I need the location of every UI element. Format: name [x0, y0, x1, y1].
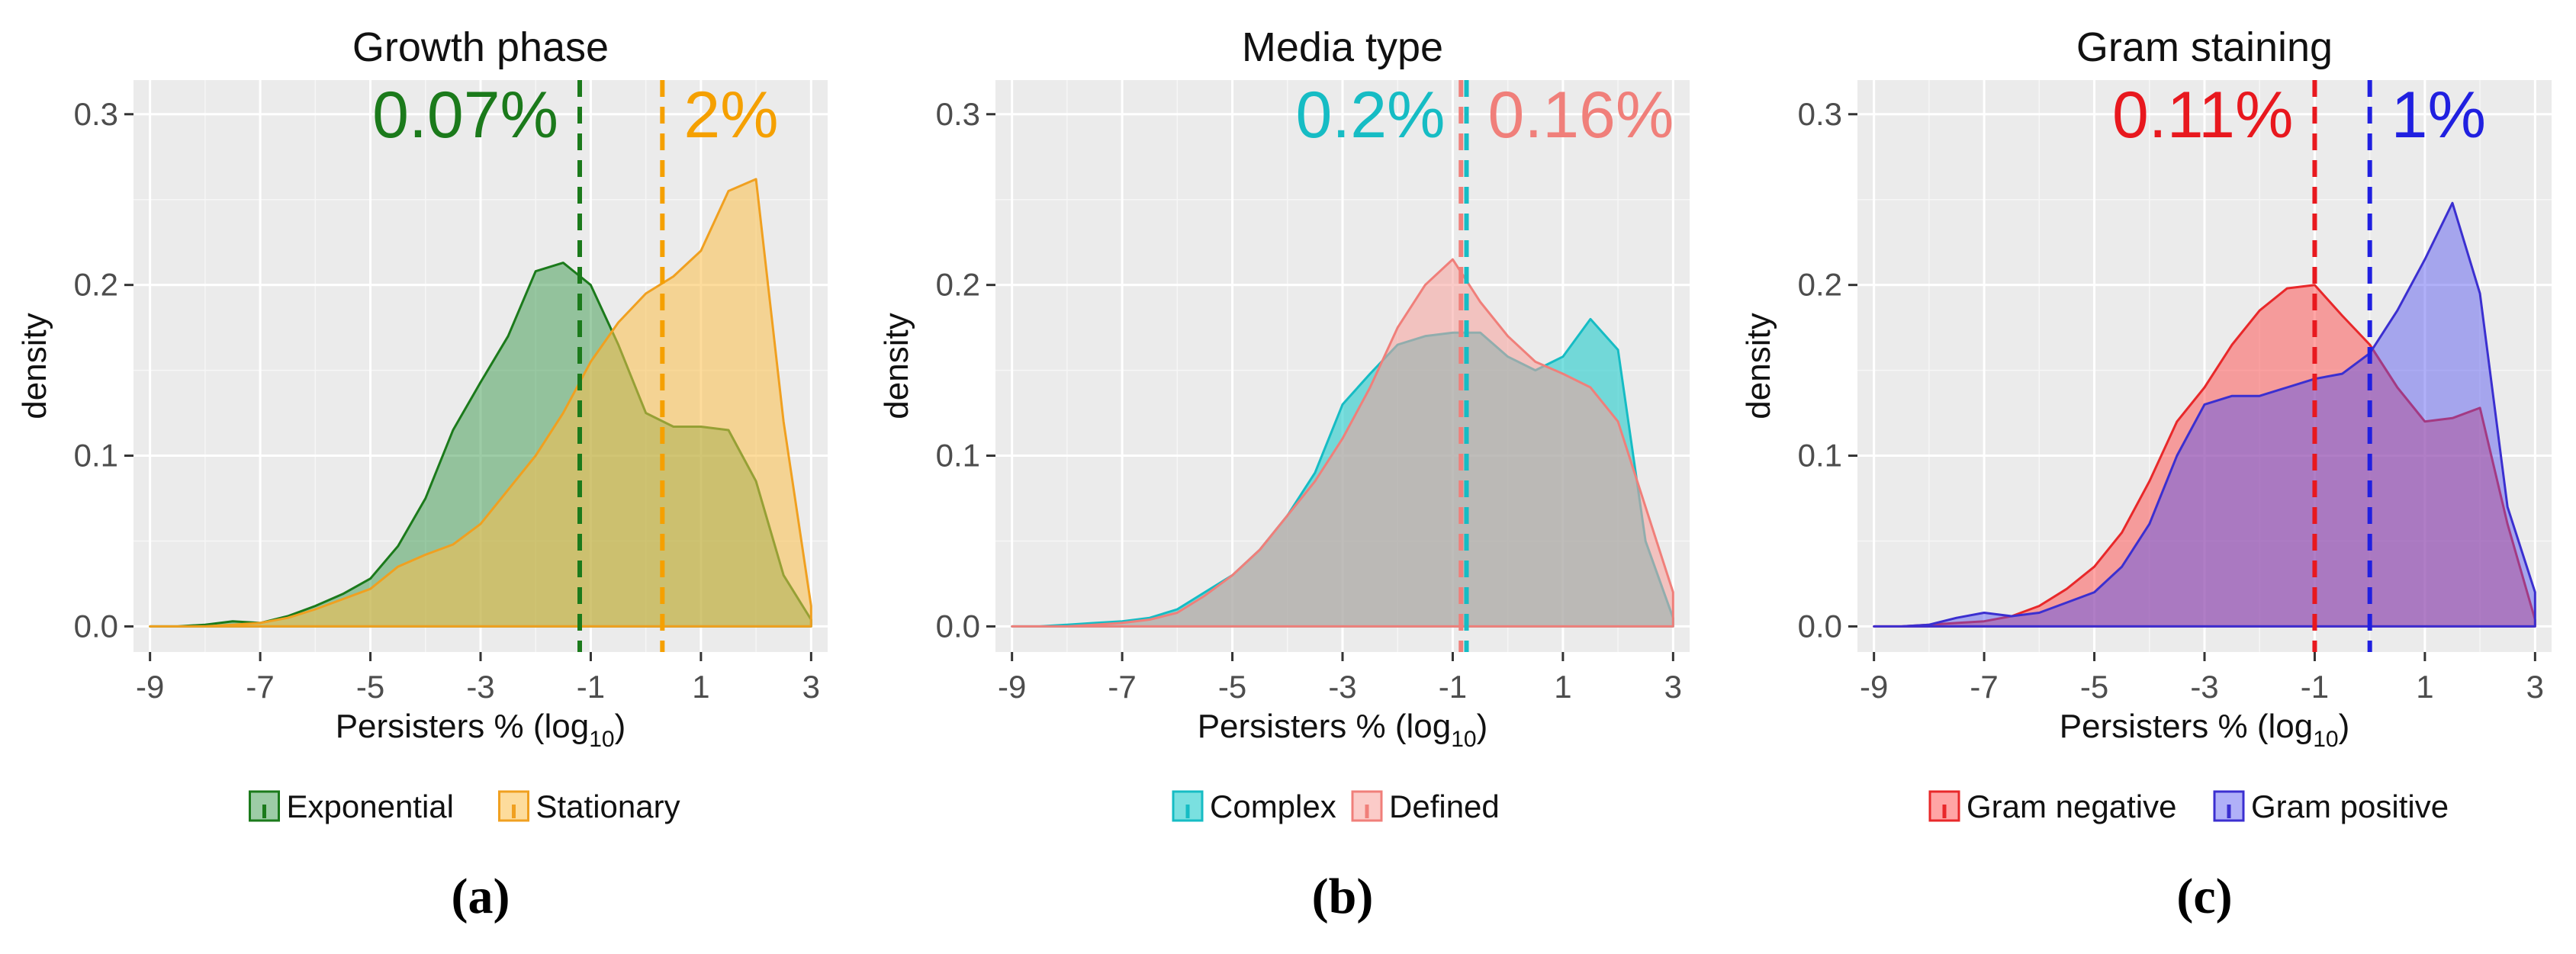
annotation-label: 0.11%	[2112, 79, 2293, 152]
x-axis-label-close: )	[1477, 708, 1488, 745]
x-axis-label: Persisters % (log10)	[336, 708, 626, 752]
x-axis-label-main: Persisters % (log	[1198, 708, 1452, 745]
panel-label: (a)	[452, 869, 510, 924]
legend-label: Stationary	[536, 789, 680, 824]
y-tick-label: 0.0	[74, 608, 118, 644]
density-area-defined	[1011, 258, 1674, 628]
annotation-label: 1%	[2391, 79, 2486, 152]
y-axis-label: density	[878, 313, 915, 419]
legend-label: Gram positive	[2251, 789, 2449, 824]
legend-item: Exponential	[249, 789, 455, 824]
y-tick-label: 0.3	[74, 96, 118, 132]
legend-item: Complex	[1172, 789, 1336, 824]
panel-label: (b)	[1312, 869, 1374, 924]
x-axis-label-close: )	[615, 708, 626, 745]
x-tick-label: -1	[1439, 669, 1467, 705]
chart-title: Media type	[1242, 24, 1443, 70]
legend-label: Exponential	[287, 789, 455, 824]
panel-label: (c)	[2176, 869, 2232, 924]
y-tick-label: 0.1	[1798, 438, 1842, 474]
y-tick-label: 0.0	[1798, 608, 1842, 644]
legend-item: Defined	[1351, 789, 1500, 824]
x-axis-label-subscript: 10	[1451, 727, 1476, 752]
x-axis-label-subscript: 10	[589, 727, 614, 752]
y-tick-label: 0.3	[936, 96, 980, 132]
legend-item: Stationary	[498, 789, 680, 824]
x-tick-label: 1	[1554, 669, 1571, 705]
x-tick-label: 3	[802, 669, 820, 705]
chart-title: Growth phase	[352, 24, 609, 70]
x-tick-label: -9	[1860, 669, 1888, 705]
y-axis-label: density	[1740, 313, 1777, 419]
y-tick-label: 0.2	[1798, 267, 1842, 303]
x-tick-label: -7	[1108, 669, 1136, 705]
y-tick-label: 0.1	[74, 438, 118, 474]
y-tick-label: 0.0	[936, 608, 980, 644]
panel-c: 0.11% 1% -9 -7 -5 -3 -1 1 3 0.0 0.1 0.2 0.3 Gram stai…	[1740, 24, 2552, 924]
x-axis-label-main: Persisters % (log	[2060, 708, 2314, 745]
legend: Gram negative Gram positive	[1928, 789, 2449, 824]
x-tick-label: -3	[1328, 669, 1356, 705]
x-tick-label: 3	[2526, 669, 2544, 705]
x-tick-label: -3	[466, 669, 494, 705]
x-tick-label: -5	[356, 669, 384, 705]
x-axis-label-main: Persisters % (log	[336, 708, 590, 745]
annotation-label: 0.07%	[372, 79, 558, 152]
x-tick-label: -3	[2190, 669, 2218, 705]
panel-a: 0.07% 2% -9 -7 -5 -3 -1 1 3 0.0 0.1 0.2 0.3 Growth ph…	[16, 24, 828, 924]
y-tick-label: 0.2	[74, 267, 118, 303]
x-tick-label: -5	[2080, 669, 2108, 705]
y-tick-label: 0.1	[936, 438, 980, 474]
annotation-label: 2%	[683, 79, 778, 152]
legend-label: Defined	[1389, 789, 1500, 824]
y-tick-label: 0.2	[936, 267, 980, 303]
x-axis-label: Persisters % (log10)	[2060, 708, 2350, 752]
annotation-label: 0.16%	[1488, 79, 1674, 152]
x-tick-label: -7	[1970, 669, 1998, 705]
x-axis-label-close: )	[2339, 708, 2350, 745]
legend: Exponential Stationary	[249, 789, 680, 824]
x-axis-label-subscript: 10	[2313, 727, 2338, 752]
y-axis-label: density	[16, 313, 53, 419]
x-tick-label: -1	[577, 669, 605, 705]
legend-label: Complex	[1210, 789, 1336, 824]
legend-item: Gram positive	[2213, 789, 2449, 824]
x-tick-label: -9	[136, 669, 164, 705]
x-tick-label: 1	[2416, 669, 2433, 705]
legend-item: Gram negative	[1928, 789, 2176, 824]
x-tick-label: -1	[2301, 669, 2329, 705]
x-axis-label: Persisters % (log10)	[1198, 708, 1488, 752]
x-tick-label: 1	[692, 669, 709, 705]
y-tick-label: 0.3	[1798, 96, 1842, 132]
annotation-label: 0.2%	[1295, 79, 1445, 152]
legend-label: Gram negative	[1967, 789, 2176, 824]
chart-title: Gram staining	[2076, 24, 2333, 70]
x-tick-label: -7	[246, 669, 274, 705]
panel-b: 0.2% 0.16% -9 -7 -5 -3 -1 1 3 0.0 0.1 0.2 0.3 Media t…	[878, 24, 1690, 924]
density-area-stationary	[149, 178, 812, 628]
x-tick-label: 3	[1664, 669, 1682, 705]
x-tick-label: -5	[1218, 669, 1246, 705]
legend: Complex Defined	[1172, 789, 1500, 824]
x-tick-label: -9	[998, 669, 1026, 705]
